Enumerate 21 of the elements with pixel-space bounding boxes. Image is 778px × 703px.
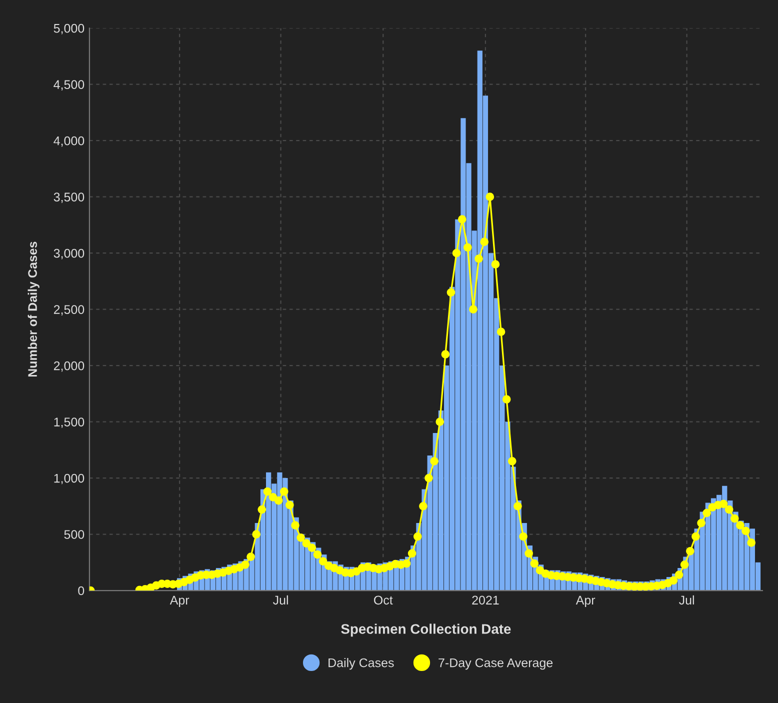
x-tick-label: Apr — [170, 596, 190, 608]
y-tick-label: 3,000 — [54, 248, 84, 260]
x-tick-label: Apr — [576, 596, 596, 608]
y-tick-label: 5,000 — [54, 24, 84, 34]
y-tick-label: 4,500 — [54, 80, 84, 90]
y-tick-label: 3,500 — [54, 192, 84, 203]
y-axis-title: Number of Daily Cases — [28, 242, 40, 377]
y-tick-label: 1,500 — [54, 418, 84, 428]
y-tick-label: 2,000 — [54, 361, 84, 372]
y-tick-label: 4,000 — [54, 136, 84, 147]
y-tick-label: 500 — [64, 530, 84, 539]
y-tick-label: 2,500 — [54, 305, 84, 316]
legend-label: 7-Day Case Average — [438, 658, 553, 670]
x-axis-title: Specimen Collection Date — [341, 624, 511, 637]
x-tick-label: 2021 — [472, 596, 499, 605]
x-tick-label: Oct — [374, 596, 393, 605]
x-tick-label: Jul — [273, 595, 288, 605]
x-tick-label: Jul — [679, 595, 694, 605]
y-tick-label: 0 — [78, 586, 84, 596]
legend-label: Daily Cases — [328, 658, 394, 670]
y-tick-label: 1,000 — [54, 474, 84, 484]
